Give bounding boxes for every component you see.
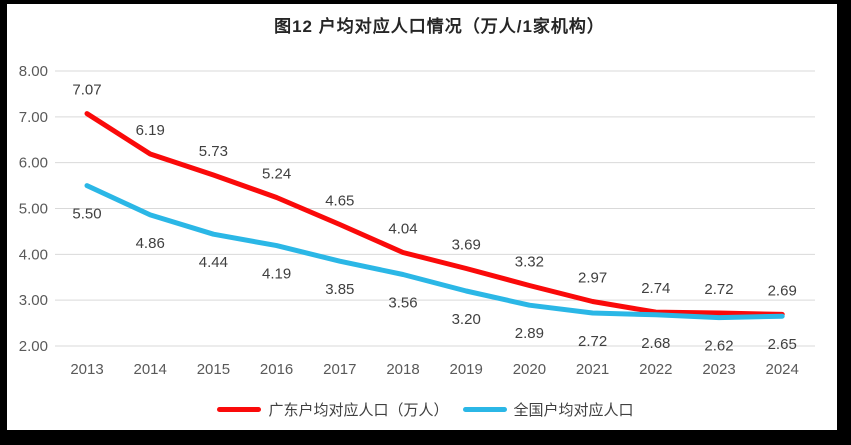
x-tick-label: 2017 <box>323 361 356 378</box>
x-tick-label: 2021 <box>576 361 609 378</box>
data-label: 4.86 <box>136 235 165 252</box>
data-label: 2.72 <box>704 281 733 298</box>
y-tick-label: 7.00 <box>19 109 48 126</box>
x-tick-label: 2020 <box>513 361 546 378</box>
y-tick-label: 8.00 <box>19 63 48 80</box>
data-label: 2.68 <box>641 335 670 352</box>
data-label: 3.20 <box>452 311 481 328</box>
legend-swatch-blue-line <box>462 407 507 412</box>
data-label: 4.65 <box>325 193 354 210</box>
legend-label-guangdong: 广东户均对应人口（万人） <box>268 402 449 419</box>
data-label: 2.69 <box>768 282 797 299</box>
x-tick-label: 2015 <box>197 361 230 378</box>
data-label: 3.32 <box>515 254 544 271</box>
y-tick-label: 6.00 <box>19 155 48 172</box>
data-label: 7.07 <box>72 82 101 99</box>
data-label: 2.97 <box>578 270 607 287</box>
legend-item-national: 全国户均对应人口 <box>462 399 634 420</box>
data-label: 2.89 <box>515 325 544 342</box>
chart-title: 图12 户均对应人口情况（万人/1家机构） <box>274 17 605 36</box>
data-label: 3.69 <box>452 237 481 254</box>
chart-background <box>7 4 837 430</box>
x-tick-label: 2018 <box>386 361 419 378</box>
data-label: 2.62 <box>704 338 733 355</box>
legend-swatch-red-line <box>217 407 262 412</box>
data-label: 3.56 <box>388 295 417 312</box>
data-label: 5.73 <box>199 143 228 160</box>
data-label: 5.24 <box>262 166 291 183</box>
y-tick-label: 5.00 <box>19 201 48 218</box>
x-tick-label: 2016 <box>260 361 293 378</box>
series-line <box>84 111 785 317</box>
data-label: 3.85 <box>325 281 354 298</box>
x-tick-label: 2014 <box>134 361 167 378</box>
data-label: 4.04 <box>388 221 417 238</box>
legend-item-guangdong: 广东户均对应人口（万人） <box>217 399 449 420</box>
y-tick-label: 2.00 <box>19 338 48 355</box>
chart-legend: 广东户均对应人口（万人） 全国户均对应人口 <box>0 399 851 420</box>
data-label: 4.19 <box>262 266 291 283</box>
x-tick-label: 2022 <box>639 361 672 378</box>
x-tick-label: 2013 <box>70 361 103 378</box>
data-label: 4.44 <box>199 254 228 271</box>
data-label: 6.19 <box>136 122 165 139</box>
y-tick-label: 4.00 <box>19 246 48 263</box>
x-tick-label: 2023 <box>702 361 735 378</box>
x-tick-label: 2024 <box>766 361 799 378</box>
y-tick-label: 3.00 <box>19 292 48 309</box>
legend-label-national: 全国户均对应人口 <box>513 402 634 419</box>
series-line <box>84 183 785 321</box>
data-label: 2.65 <box>768 336 797 353</box>
data-label: 5.50 <box>72 206 101 223</box>
x-tick-label: 2019 <box>450 361 483 378</box>
data-label: 2.72 <box>578 333 607 350</box>
data-label: 2.74 <box>641 280 670 297</box>
